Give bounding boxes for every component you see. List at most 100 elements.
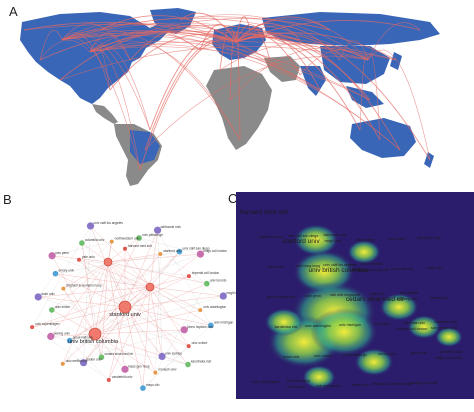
network-node [186, 344, 191, 349]
network-node-label: dalhousie univ [161, 225, 182, 229]
link-line [235, 32, 321, 91]
link-line [129, 24, 237, 61]
density-label: yale univ [370, 292, 384, 296]
link-line [61, 22, 201, 51]
network-node [196, 250, 205, 258]
network-edge [62, 261, 109, 364]
density-label: imperial coll london [397, 327, 428, 331]
density-labels: harvard med sch stanford univ univ british… [240, 209, 463, 389]
network-node-label: karolinska inst [191, 360, 211, 364]
network-node [121, 365, 129, 373]
link-line [39, 39, 91, 61]
density-label: kings coll london [436, 356, 463, 360]
network-node [98, 354, 105, 360]
network-node-label: peking univ [54, 331, 71, 335]
link-line [179, 12, 237, 43]
panel-label-b: B [3, 192, 12, 207]
network-node [34, 293, 42, 301]
network-edge [149, 286, 211, 326]
network-edge [62, 253, 161, 364]
network-node-label: univ michigan [214, 320, 234, 324]
density-label: univ british columbia [309, 267, 368, 274]
network-edge [157, 230, 163, 357]
link-line [61, 32, 111, 91]
network-node-label: univ copenhagen [35, 322, 60, 326]
link-line [61, 22, 271, 61]
density-label: brigham & womens hosp [372, 382, 412, 386]
hub-label-ubc: univ british columbia [68, 339, 119, 345]
network-node [123, 246, 127, 251]
network-edge [142, 346, 189, 389]
link-line [61, 30, 397, 61]
density-label: univ zurich [388, 237, 405, 241]
network-hub-node [103, 257, 113, 267]
link-line [61, 35, 371, 101]
density-blob [264, 308, 304, 336]
network-edge [32, 327, 109, 381]
network-node-label: kings coll london [203, 249, 227, 253]
density-label: shanghai jiao tong univ [352, 268, 389, 272]
network-node [77, 257, 82, 262]
network-node-label: cedars sinai med ctr [104, 352, 133, 356]
density-label: vanderbilt univ [439, 350, 462, 354]
network-edge [94, 333, 189, 365]
greenland-shape [150, 8, 196, 34]
density-label: capital med univ [258, 235, 284, 239]
link-line [61, 22, 301, 41]
link-line [235, 31, 241, 141]
network-edge [51, 255, 96, 335]
network-node [66, 337, 73, 344]
network-edge [149, 286, 189, 347]
network-edge [124, 306, 211, 326]
network-edge [139, 237, 207, 284]
network-edge [108, 306, 126, 381]
world-map [20, 8, 440, 186]
density-label: univ penn [305, 294, 321, 298]
network-node [61, 286, 66, 291]
link-line [179, 14, 369, 61]
link-line [89, 33, 131, 61]
network-edge [107, 261, 126, 370]
network-edge [63, 288, 102, 358]
network-edge [38, 296, 126, 308]
density-label: columbia univ [403, 321, 425, 325]
network-node [140, 385, 146, 391]
network-node [158, 251, 163, 256]
network-edge [124, 295, 224, 308]
network-node-label: seoul natl univ [73, 336, 94, 340]
network-edge [83, 306, 126, 363]
network-node [106, 377, 111, 382]
network-edge [69, 340, 109, 381]
link-line [139, 39, 237, 171]
network-node-label: univ zurich [55, 305, 70, 309]
network-node-label: mass gen hosp [128, 364, 150, 368]
network-edge [90, 225, 126, 308]
network-node [153, 370, 158, 375]
network-panel: harvard med sch univ pittsburgh dalhousie … [0, 192, 242, 407]
density-label: univ calif los angeles [323, 263, 356, 267]
network-node-label: vanderbilt univ [112, 375, 133, 379]
network-node [158, 352, 166, 361]
network-edge [81, 242, 189, 365]
network-labels: harvard med sch univ pittsburgh dalhousie … [35, 221, 241, 387]
collaboration-links [23, 12, 431, 171]
network-edge [101, 261, 109, 358]
density-blob [407, 315, 441, 339]
network-node [136, 235, 142, 241]
density-label: fudan univ [283, 355, 300, 359]
density-label: seoul natl univ [391, 267, 414, 271]
density-label: johns hopkins univ [265, 295, 296, 299]
network-edge [63, 288, 96, 335]
link-line [367, 53, 381, 141]
network-edge [124, 306, 144, 389]
network-edge [94, 333, 126, 370]
network-graph: harvard med sch univ pittsburgh dalhousie … [30, 221, 242, 391]
network-edge [94, 333, 156, 373]
network-node-label: columbia univ [85, 238, 105, 242]
japan-shape [390, 52, 402, 70]
link-line [59, 46, 369, 81]
network-edge [52, 255, 201, 311]
link-line [235, 24, 271, 61]
network-edges [31, 225, 224, 389]
network-node [52, 270, 59, 277]
